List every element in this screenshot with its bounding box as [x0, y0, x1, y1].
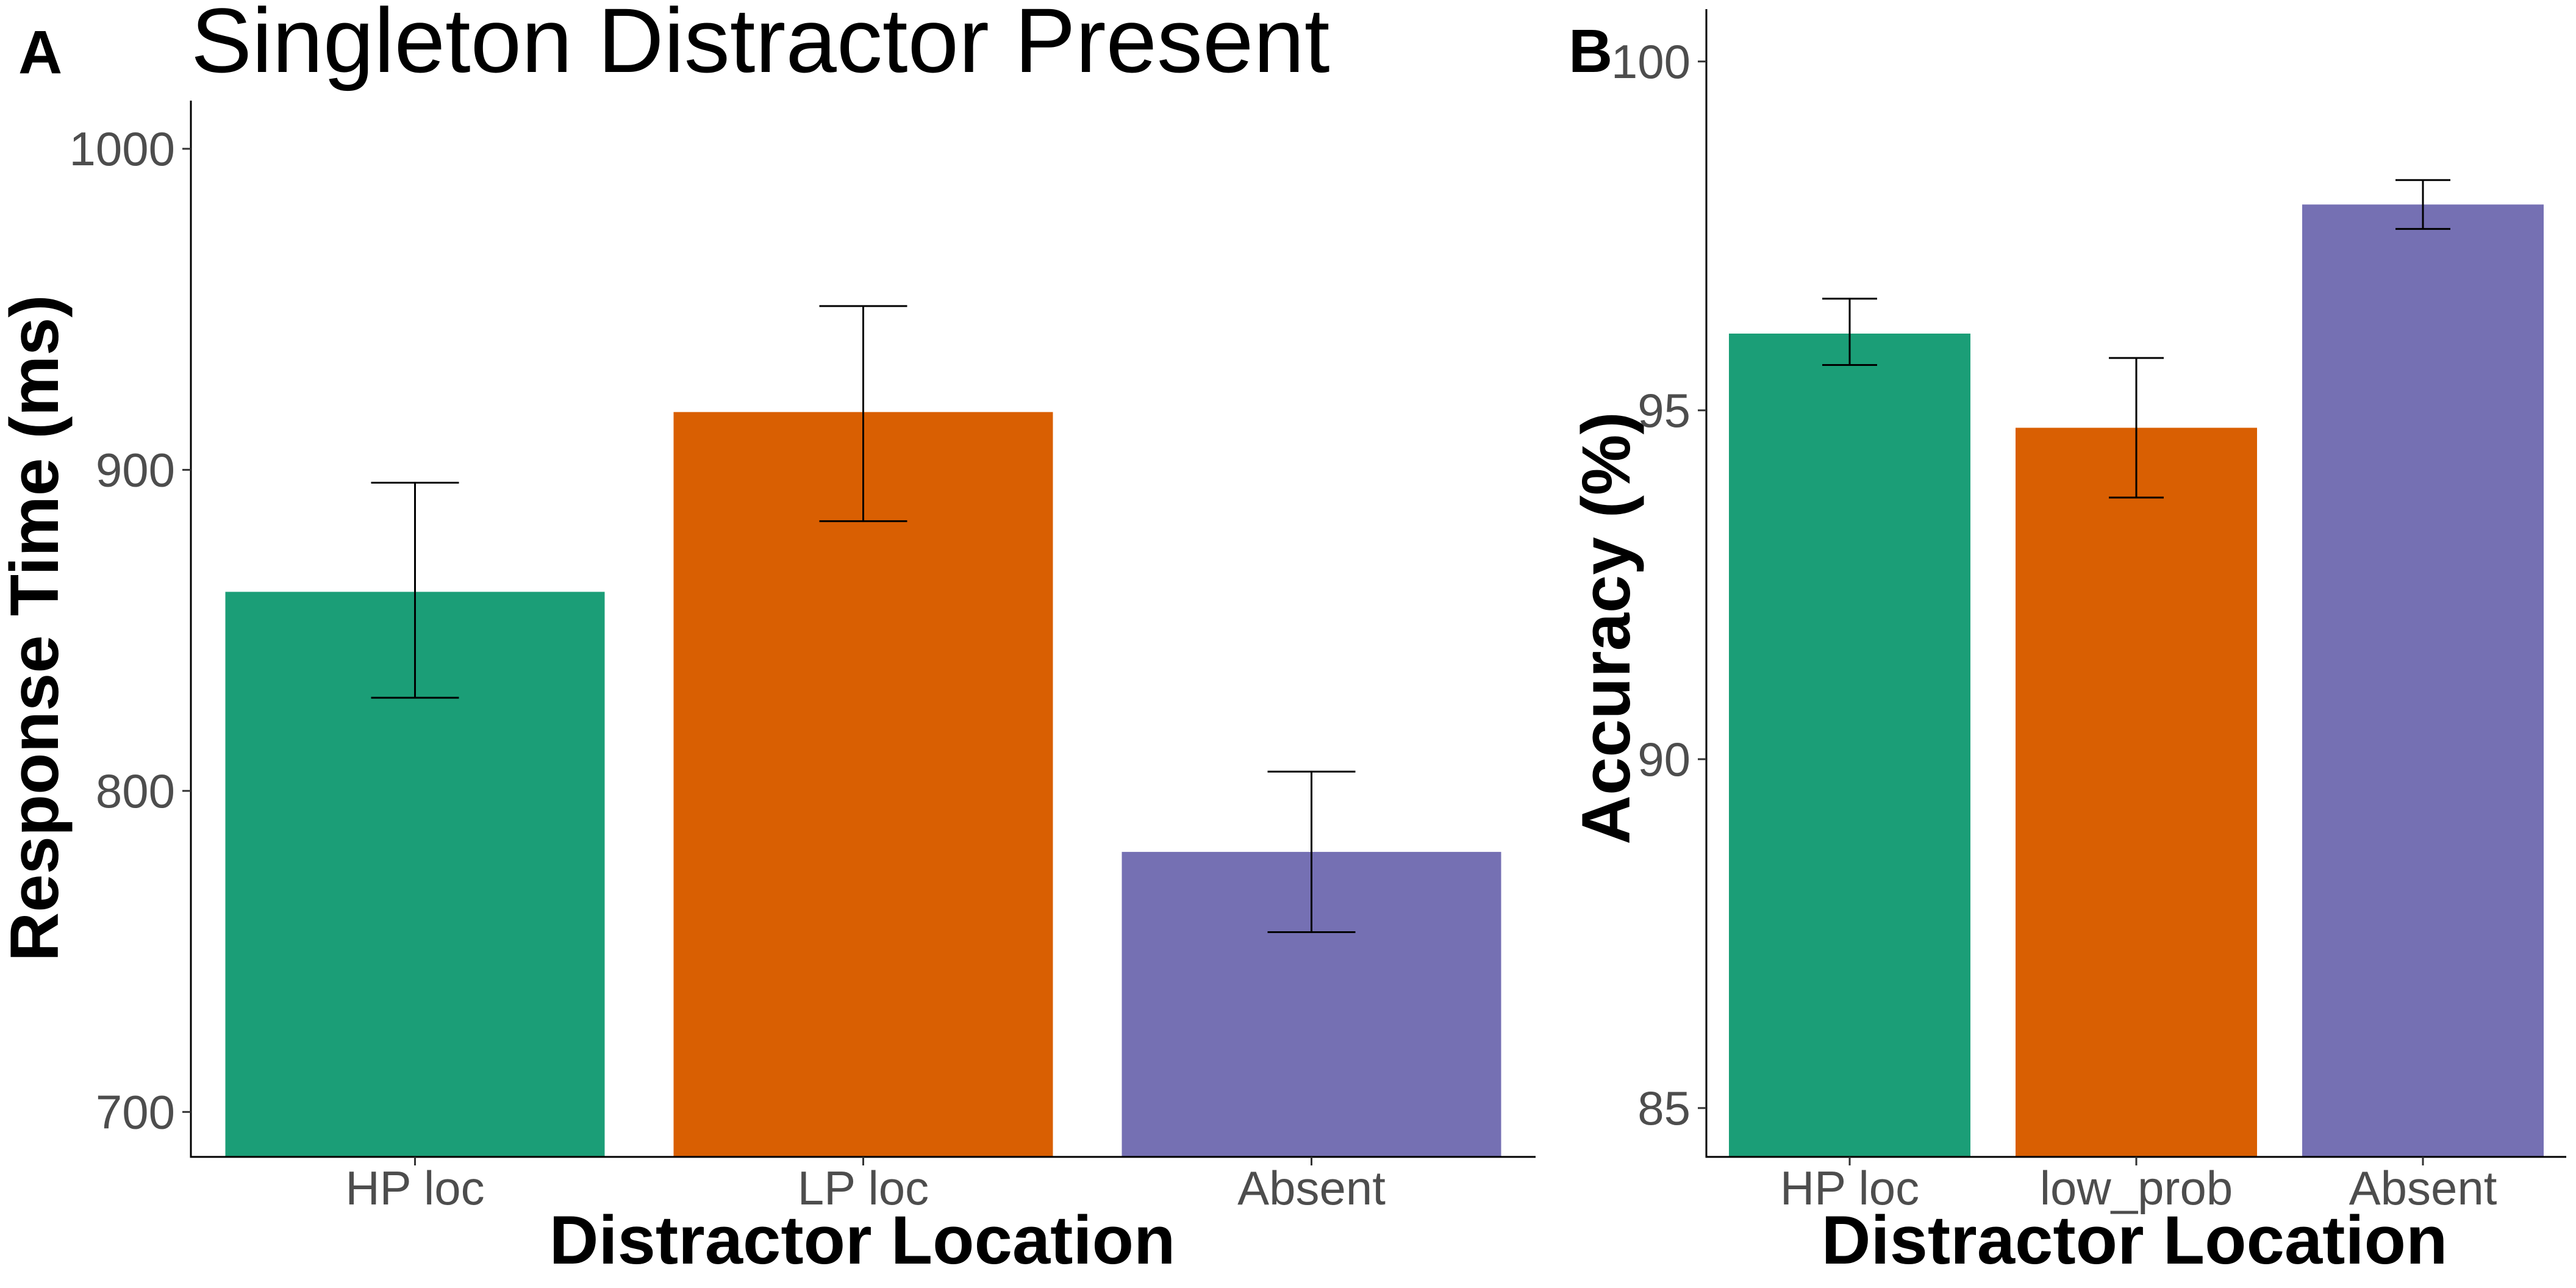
x-tick-label-b-2: low_prob — [2040, 1161, 2233, 1215]
panel-a-letter: A — [18, 18, 62, 87]
panel-b: B Accuracy (%) Distractor Location 85 90 9… — [1568, 9, 2566, 1278]
y-tick-label-b-85: 85 — [1637, 1081, 1690, 1135]
y-tick-label-a-800: 800 — [96, 764, 175, 818]
panel-a: A Singleton Distractor Present Response … — [0, 0, 1536, 1278]
y-tick-label-b-100: 100 — [1611, 35, 1690, 88]
bar-b-2 — [2016, 428, 2257, 1157]
y-tick-label-a-1000: 1000 — [69, 122, 175, 176]
y-tick-label-a-900: 900 — [96, 443, 175, 496]
x-tick-label-a-1: HP loc — [345, 1161, 484, 1215]
error-bar-b-1 — [1822, 298, 1877, 366]
x-tick-label-a-2: LP loc — [798, 1161, 929, 1215]
error-bar-a-3 — [1267, 770, 1356, 933]
y-axis-title-a: Response Time (ms) — [0, 295, 73, 961]
error-bar-b-2 — [2109, 357, 2164, 499]
chart-title: Singleton Distractor Present — [191, 0, 1330, 91]
error-bar-b-3 — [2395, 179, 2450, 230]
bar-b-1 — [1729, 333, 1970, 1157]
x-tick-label-b-1: HP loc — [1780, 1161, 1919, 1215]
y-tick-label-b-90: 90 — [1637, 732, 1690, 786]
y-axis-title-b: Accuracy (%) — [1568, 412, 1644, 845]
x-tick-label-b-3: Absent — [2349, 1161, 2497, 1215]
x-axis-title-b: Distractor Location — [1822, 1202, 2448, 1278]
error-bar-a-1 — [371, 481, 459, 699]
plot-area-a: 700 800 900 1000 HP loc LP loc Absent — [69, 101, 1536, 1215]
x-tick-label-a-3: Absent — [1237, 1161, 1386, 1215]
bar-a-2 — [673, 412, 1053, 1157]
y-tick-label-a-700: 700 — [96, 1085, 175, 1139]
panel-b-letter: B — [1569, 17, 1612, 85]
error-bar-a-2 — [819, 305, 907, 523]
x-axis-title-a: Distractor Location — [549, 1202, 1176, 1278]
bar-b-3 — [2302, 204, 2544, 1157]
y-tick-label-b-95: 95 — [1637, 384, 1690, 437]
plot-area-b: 85 90 95 100 HP loc low_prob Absent — [1611, 9, 2566, 1215]
